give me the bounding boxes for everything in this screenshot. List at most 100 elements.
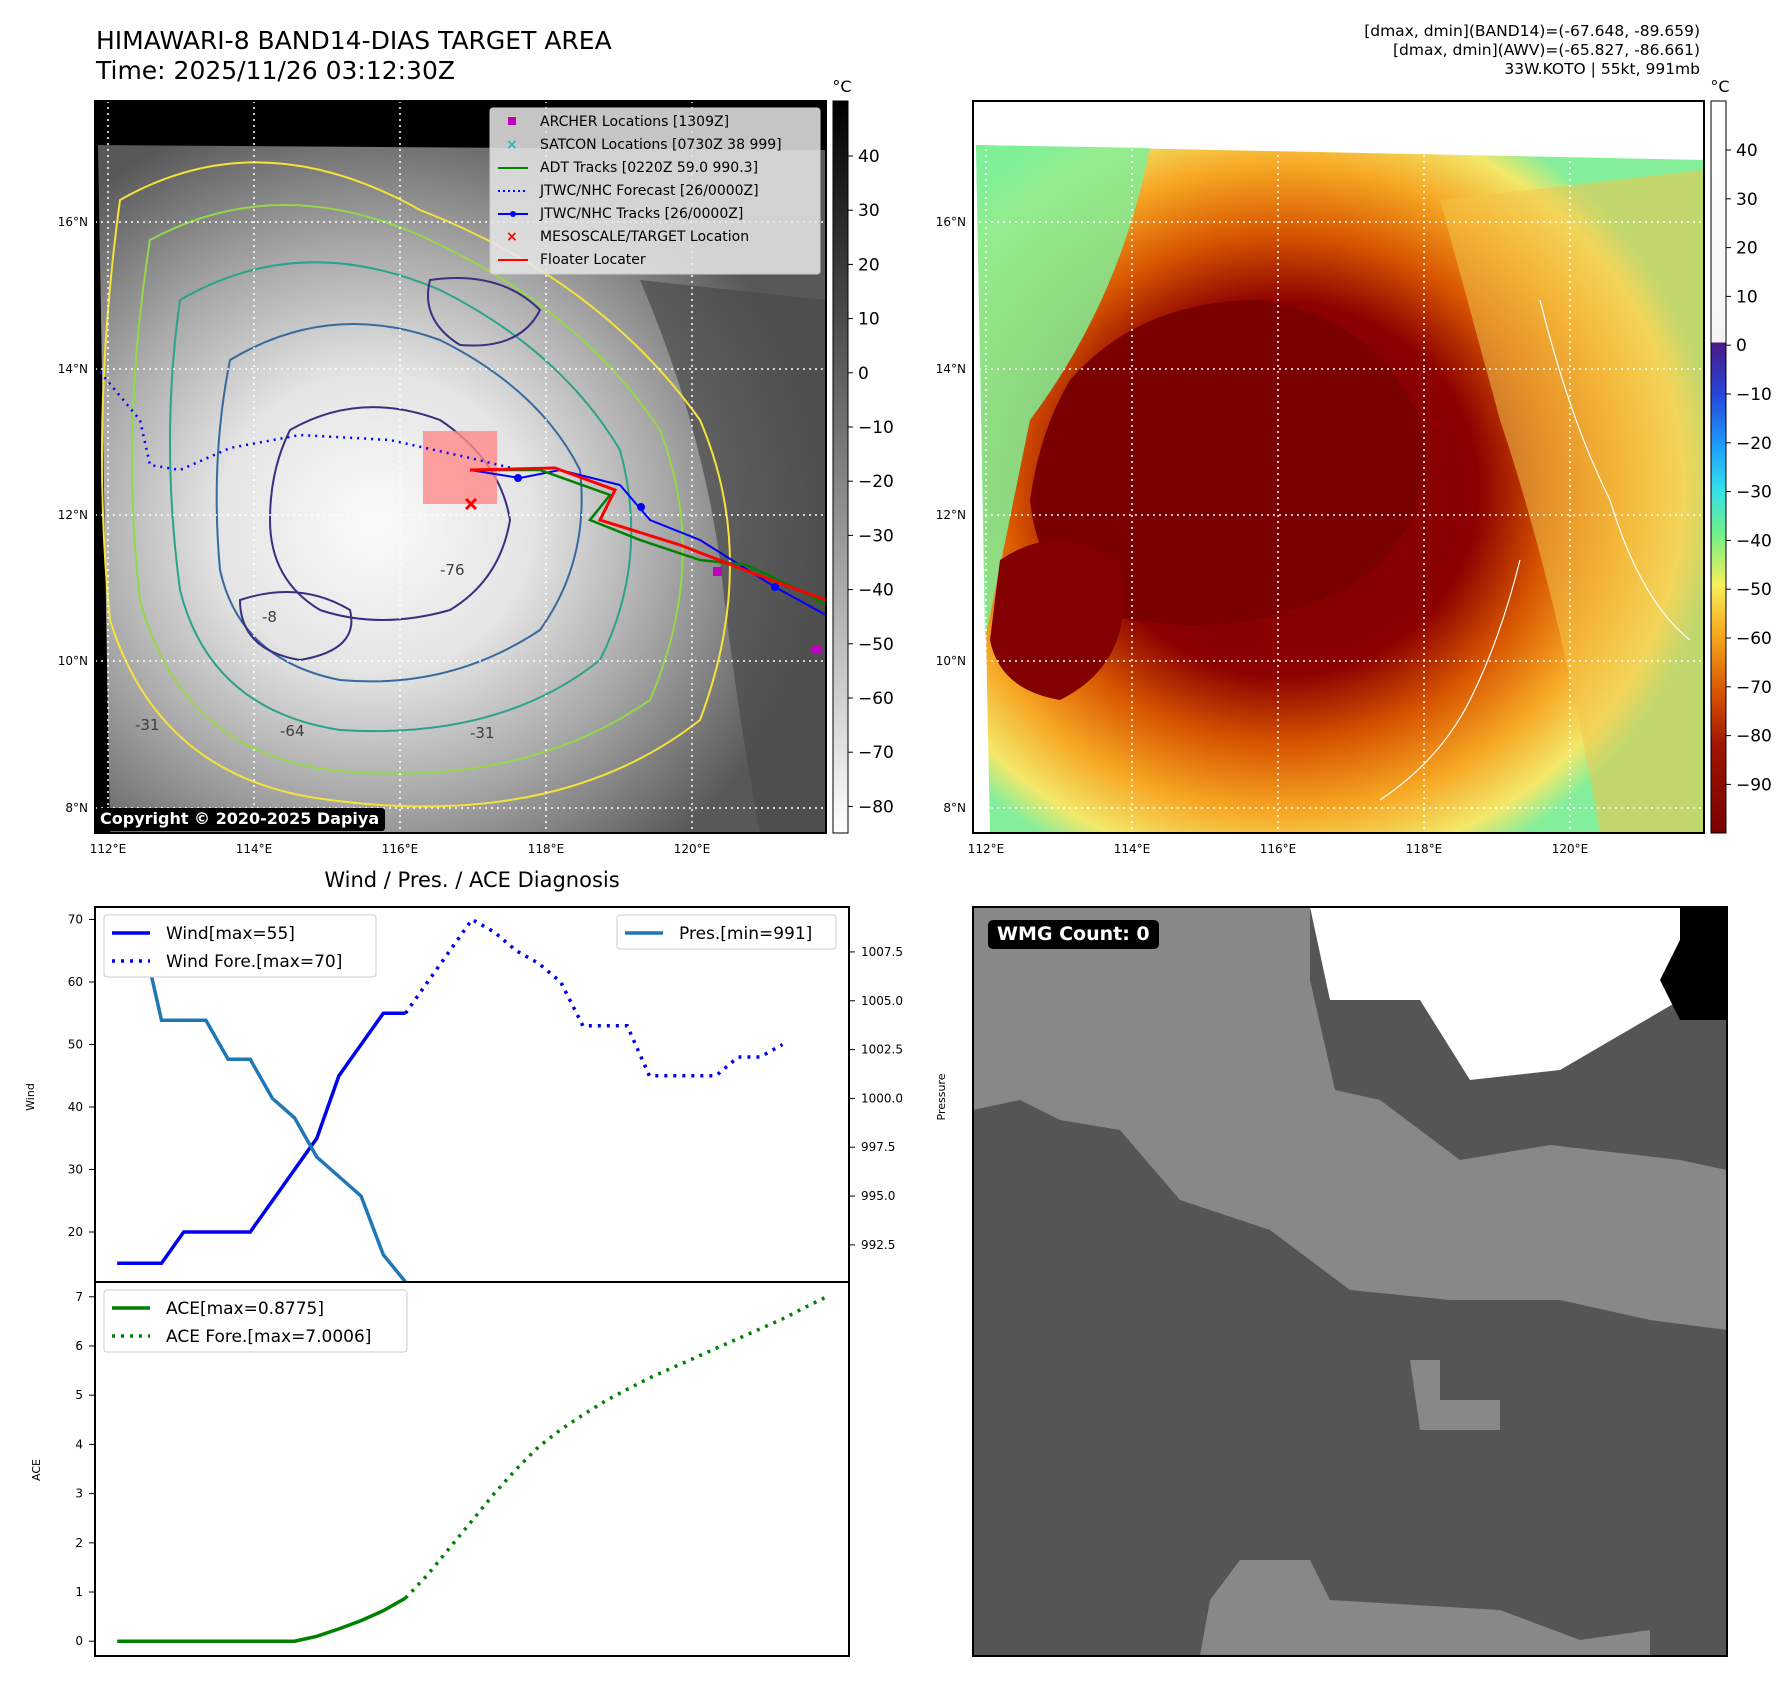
map-legend-box [489, 107, 821, 275]
lat-tick: 12°N [936, 508, 966, 522]
pres-tick-label: 1000.0 [861, 1091, 903, 1105]
awv-moist-west [976, 145, 1150, 640]
lat-tick: 16°N [936, 215, 966, 229]
colorbar-tick-label: 30 [858, 201, 880, 221]
awv-coastline [1379, 299, 1691, 801]
wind-tick-label: 70 [68, 913, 83, 927]
pres-tick-label: 995.0 [861, 1189, 895, 1203]
lat-tick: 10°N [936, 654, 966, 668]
wind-tick-label: 60 [68, 975, 83, 989]
awv-map-frame [972, 100, 1705, 834]
floater-track [469, 466, 826, 602]
pres-yticks: 992.5 995.0 997.5 1000.0 1002.5 1005.0 1007.5 [849, 945, 903, 1252]
wind-tick-label: 20 [68, 1225, 83, 1239]
colorbar-tick-label: −10 [858, 418, 894, 438]
ace-lines [117, 1295, 828, 1643]
pres-series-line [117, 920, 407, 1282]
awv-core-west [990, 540, 1124, 700]
ace-tick-label: 7 [75, 1290, 83, 1304]
awv-colorbar-ticks: 40 30 20 10 0 −10 −20 −30 −40 −50 −60 −70 −80 −90 [1726, 141, 1772, 795]
awv-core [1030, 300, 1424, 625]
wind-pressure-chart: 20 30 40 50 60 70 992.5 995.0 997.5 1000.0 1002.5… [24, 906, 948, 1283]
ir-contour-labels: -31 -31 -64 -76 -8 [135, 561, 495, 742]
colorbar-tick-label: −70 [1736, 678, 1772, 698]
colorbar-tick-label: −40 [1736, 531, 1772, 551]
ir-colorbar-ticks: 40 30 20 10 0 −10 −20 −30 −40 −50 −60 −70 −80 [848, 147, 894, 817]
colorbar-tick-label: −50 [1736, 580, 1772, 600]
wind-legend: Wind[max=55] Wind Fore.[max=70] [103, 914, 377, 978]
lat-tick: 8°N [943, 801, 966, 815]
awv-map-gridlines [973, 101, 1704, 833]
wind-tick-label: 50 [68, 1038, 83, 1052]
colorbar-tick-label: 10 [858, 310, 880, 330]
colorbar-tick-label: −30 [1736, 483, 1772, 503]
archer-marker [812, 645, 821, 654]
colorbar-tick-label: 40 [1736, 141, 1758, 161]
colorbar-tick-label: −30 [858, 526, 894, 546]
figure-title: HIMAWARI-8 BAND14-DIAS TARGET AREA [96, 26, 612, 55]
adt-track [470, 468, 826, 607]
wmg-panel [972, 906, 1728, 1657]
diag-title: Wind / Pres. / ACE Diagnosis [324, 868, 619, 892]
colorbar-tick-label: 0 [858, 364, 869, 384]
wmg-white-region [1310, 907, 1680, 1080]
legend-satcon-label: SATCON Locations [0730Z 38 999] [540, 137, 782, 153]
ace-tick-label: 2 [75, 1536, 83, 1550]
wind-tick-label: 40 [68, 1100, 83, 1114]
contour-label: -31 [470, 724, 495, 742]
colorbar-tick-label: 10 [1736, 287, 1758, 307]
figure-meta-block: [dmax, dmin](BAND14)=(-67.648, -89.659) … [1364, 22, 1700, 79]
pres-tick-label: 1005.0 [861, 994, 903, 1008]
lon-tick: 116°E [382, 842, 419, 856]
contour-label: -64 [280, 722, 305, 740]
legend-ace-fore-label: ACE Fore.[max=7.0006] [166, 1327, 371, 1347]
legend-adt-label: ADT Tracks [0220Z 59.0 990.3] [540, 160, 758, 176]
legend-square-icon [508, 117, 516, 125]
colorbar-tick-label: 40 [858, 147, 880, 167]
wmg-light-gray-region [973, 907, 1727, 1330]
colorbar-tick-label: −90 [1736, 775, 1772, 795]
pres-tick-label: 992.5 [861, 1238, 895, 1252]
ace-ylabel: ACE [30, 1459, 43, 1481]
dmax-awv: [dmax, dmin](AWV)=(-65.827, -86.661) [1393, 41, 1700, 59]
ir-colorbar-gradient [832, 100, 849, 834]
wind-series-line [117, 1011, 406, 1266]
wind-yticks: 20 30 40 50 60 70 [68, 913, 95, 1239]
lon-tick: 120°E [1552, 842, 1589, 856]
legend-forecast-label: JTWC/NHC Forecast [26/0000Z] [539, 183, 759, 199]
wind-pressure-lines [117, 917, 784, 1282]
awv-east-band [1440, 170, 1704, 833]
colorbar-tick-label: −60 [1736, 629, 1772, 649]
pres-legend-box [616, 914, 837, 950]
ace-tick-label: 3 [75, 1487, 83, 1501]
wind-tick-label: 30 [68, 1163, 83, 1177]
colorbar-tick-label: −50 [858, 635, 894, 655]
colorbar-tick-label: −20 [858, 472, 894, 492]
ace-tick-label: 0 [75, 1634, 83, 1648]
legend-wind-label: Wind[max=55] [166, 924, 295, 944]
contour-label: -76 [440, 561, 465, 579]
colorbar-tick-label: −10 [1736, 385, 1772, 405]
wmg-count-badge: WMG Count: 0 [988, 920, 1159, 949]
lon-tick: 120°E [674, 842, 711, 856]
colorbar-tick-label: 30 [1736, 190, 1758, 210]
mesoscale-target-box [423, 431, 497, 504]
legend-archer-label: ARCHER Locations [1309Z] [540, 114, 729, 130]
awv-colorbar-gradient [1710, 100, 1727, 834]
ace-tick-label: 1 [75, 1585, 83, 1599]
awv-colorbar-unit: °C [1710, 77, 1729, 96]
pres-ylabel: Pressure [935, 1073, 948, 1120]
copyright-badge: Copyright © 2020-2025 Dapiya [96, 808, 386, 831]
colorbar-tick-label: −70 [858, 743, 894, 763]
dmax-band14: [dmax, dmin](BAND14)=(-67.648, -89.659) [1364, 22, 1700, 40]
wmg-patch [1410, 1360, 1500, 1430]
ir-map-frame [94, 100, 827, 834]
ir-colorbar-unit: °C [832, 77, 851, 96]
lon-tick: 112°E [90, 842, 127, 856]
ir-colorbar: °C 40 30 20 10 0 −10 −20 −30 −40 −50 −60 −70 −80 [832, 77, 894, 834]
legend-x-icon: × [506, 229, 518, 245]
storm-info: 33W.KOTO | 55kt, 991mb [1504, 60, 1700, 78]
legend-x-icon: × [506, 137, 518, 153]
lat-tick: 8°N [65, 801, 88, 815]
lat-tick: 12°N [58, 508, 88, 522]
